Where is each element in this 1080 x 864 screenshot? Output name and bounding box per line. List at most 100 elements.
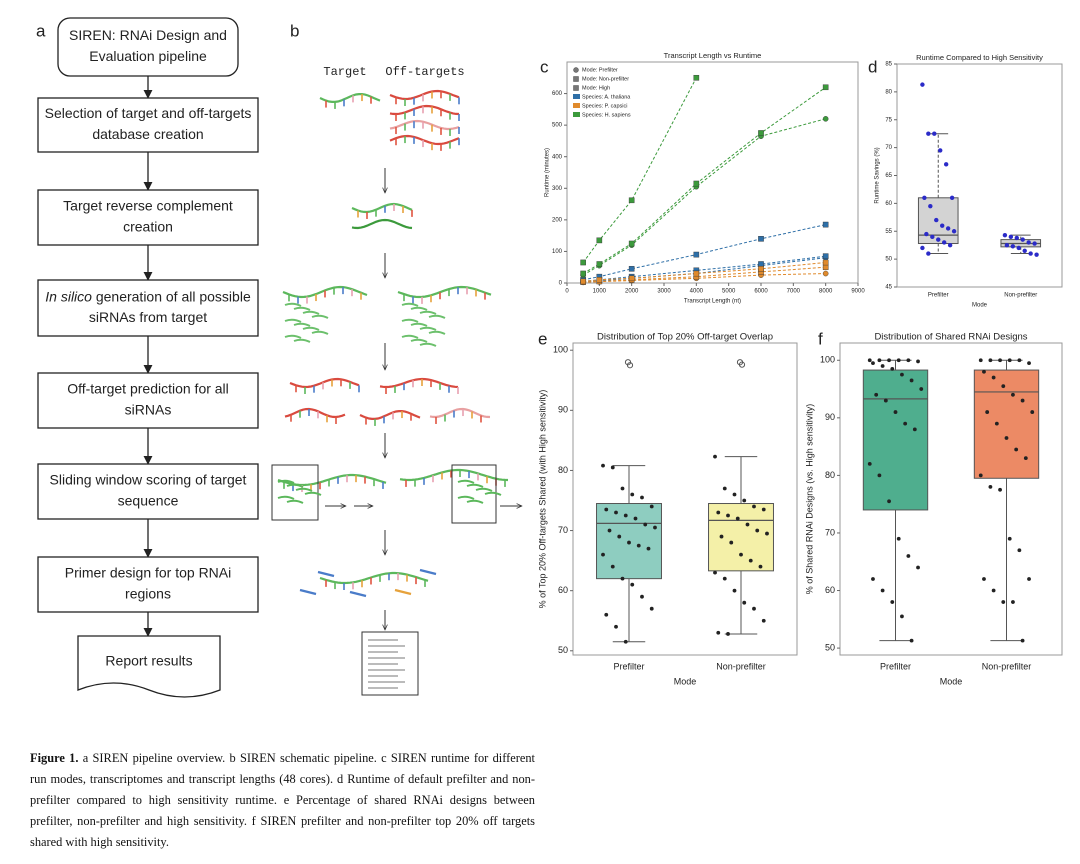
data-point bbox=[732, 492, 737, 497]
sirna bbox=[401, 334, 419, 339]
data-point bbox=[893, 410, 898, 414]
x-tick-label: Non-prefilter bbox=[716, 661, 766, 671]
data-point bbox=[726, 513, 730, 518]
x-axis-label: Transcript Length (nt) bbox=[684, 299, 741, 305]
sirna bbox=[428, 314, 446, 319]
rna-strand bbox=[389, 89, 460, 101]
x-tick-label: Prefilter bbox=[928, 293, 949, 299]
outlier bbox=[738, 361, 746, 368]
legend-swatch bbox=[573, 103, 580, 108]
data-point bbox=[735, 516, 740, 521]
data-point bbox=[877, 473, 882, 478]
data-point bbox=[719, 534, 724, 539]
data-point bbox=[947, 242, 953, 248]
data-point bbox=[871, 577, 875, 581]
panel-label: f bbox=[818, 329, 823, 348]
data-point bbox=[1027, 361, 1031, 366]
data-point bbox=[822, 253, 829, 259]
sirna bbox=[466, 499, 484, 504]
sirna bbox=[410, 322, 428, 327]
sirna bbox=[419, 326, 437, 331]
data-point bbox=[932, 131, 937, 136]
data-point bbox=[1017, 548, 1022, 553]
data-point bbox=[614, 510, 618, 515]
data-point bbox=[938, 148, 943, 153]
data-point bbox=[867, 358, 872, 363]
y-axis-label: % of Top 20% Off-targets Shared (with Hi… bbox=[537, 390, 547, 609]
data-point bbox=[926, 251, 931, 256]
data-point bbox=[1030, 410, 1035, 414]
y-tick-label: 75 bbox=[885, 117, 892, 123]
data-point bbox=[912, 427, 917, 432]
data-point bbox=[620, 486, 625, 491]
data-point bbox=[982, 369, 986, 374]
data-point bbox=[926, 131, 931, 136]
data-point bbox=[928, 203, 933, 209]
y-tick-label: 90 bbox=[825, 412, 835, 422]
data-point bbox=[900, 614, 904, 619]
sirna bbox=[293, 306, 311, 311]
flow-step-text: Off-target prediction for all bbox=[67, 381, 229, 397]
sirna bbox=[286, 499, 304, 504]
data-point bbox=[623, 639, 628, 644]
rna-strand bbox=[389, 119, 460, 131]
y-axis-label: Runtime (minutes) bbox=[545, 148, 551, 197]
data-point bbox=[1020, 398, 1025, 403]
data-point bbox=[822, 221, 829, 228]
data-point bbox=[1026, 240, 1031, 245]
data-point bbox=[653, 525, 657, 530]
flow-box bbox=[37, 97, 259, 153]
data-point bbox=[1017, 358, 1022, 363]
sirna bbox=[475, 487, 493, 492]
data-point bbox=[732, 588, 737, 593]
trend-line bbox=[583, 255, 826, 282]
data-point bbox=[877, 358, 882, 363]
x-tick-label: Prefilter bbox=[880, 661, 911, 671]
data-point bbox=[916, 565, 920, 570]
x-tick-label: 8000 bbox=[819, 289, 833, 295]
y-tick-label: 90 bbox=[558, 405, 568, 415]
rna-strand bbox=[351, 202, 413, 214]
data-point bbox=[716, 510, 721, 515]
data-point bbox=[1002, 232, 1008, 238]
data-point bbox=[628, 240, 635, 247]
rna-strand bbox=[284, 407, 346, 419]
flow-box bbox=[37, 279, 259, 337]
data-point bbox=[822, 116, 829, 122]
schematic bbox=[271, 89, 522, 696]
panel-label: c bbox=[540, 57, 549, 76]
chart-title: Distribution of Top 20% Off-target Overl… bbox=[597, 332, 773, 343]
data-point bbox=[1023, 456, 1028, 461]
y-tick-label: 80 bbox=[825, 470, 835, 480]
y-tick-label: 100 bbox=[820, 355, 835, 365]
x-tick-label: Non-prefilter bbox=[982, 661, 1032, 671]
data-point bbox=[755, 528, 760, 533]
sirna bbox=[286, 483, 304, 488]
rna-strand bbox=[397, 285, 492, 299]
data-point bbox=[620, 576, 625, 581]
rna-strand bbox=[359, 410, 421, 420]
y-tick-label: 60 bbox=[825, 585, 835, 595]
y-tick-label: 50 bbox=[558, 645, 568, 655]
data-point bbox=[880, 364, 885, 368]
x-tick-label: 5000 bbox=[722, 289, 736, 295]
x-tick-label: Non-prefilter bbox=[1004, 293, 1037, 299]
legend-label: Species: H. sapiens bbox=[582, 112, 631, 118]
data-point bbox=[1004, 242, 1010, 248]
data-point bbox=[601, 463, 605, 468]
panel-label: a bbox=[36, 21, 46, 40]
data-point bbox=[924, 231, 929, 237]
x-axis-label: Mode bbox=[674, 676, 697, 686]
data-point bbox=[636, 543, 641, 548]
data-point bbox=[887, 499, 891, 504]
data-point bbox=[941, 240, 947, 245]
data-point bbox=[580, 259, 586, 266]
data-point bbox=[1014, 235, 1019, 241]
y-tick-label: 60 bbox=[558, 585, 568, 595]
y-tick-label: 60 bbox=[885, 201, 892, 207]
rna-strand bbox=[319, 571, 429, 585]
flow-step-text: database creation bbox=[92, 126, 203, 142]
data-point bbox=[643, 522, 648, 527]
data-point bbox=[1032, 241, 1037, 246]
y-tick-label: 50 bbox=[885, 257, 892, 263]
